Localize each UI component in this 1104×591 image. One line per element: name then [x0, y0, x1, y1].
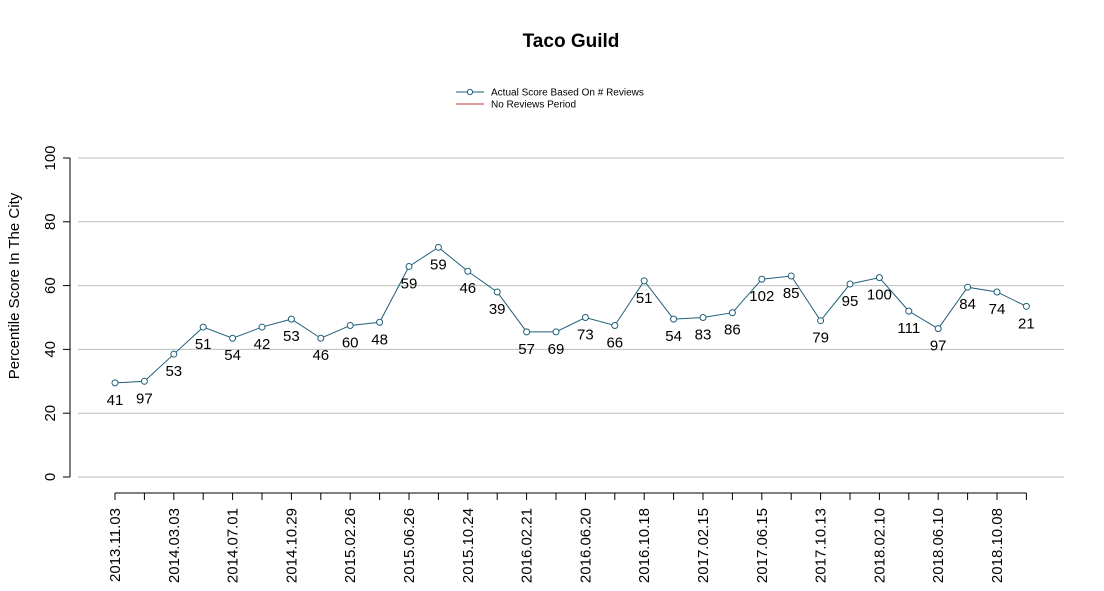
data-point: [670, 315, 678, 323]
x-tick-label: 2016.10.18: [636, 508, 653, 583]
data-point: [1022, 302, 1030, 310]
x-tick-label: 2017.06.15: [754, 508, 771, 583]
data-point: [317, 334, 325, 342]
x-tick-label: 2017.02.15: [695, 508, 712, 583]
data-label: 57: [518, 341, 535, 358]
data-point: [434, 243, 442, 251]
data-label: 42: [254, 336, 271, 353]
data-label: 46: [459, 280, 476, 297]
data-point: [523, 328, 531, 336]
data-label: 46: [312, 347, 329, 364]
data-label: 69: [548, 341, 565, 358]
data-point: [493, 288, 501, 296]
data-point: [464, 267, 472, 275]
y-tick-label: 100: [42, 145, 59, 170]
gridlines: [78, 157, 1064, 478]
x-tick-label: 2016.02.21: [519, 508, 536, 583]
x-tick-label: 2016.06.20: [577, 508, 594, 583]
data-label: 53: [165, 363, 182, 380]
data-label: 95: [842, 293, 859, 310]
x-tick-label: 2013.11.03: [107, 508, 124, 582]
data-point: [405, 262, 413, 270]
data-label: 111: [897, 320, 920, 337]
legend: Actual Score Based On # Reviews No Revie…: [456, 88, 644, 111]
x-tick-label: 2014.03.03: [166, 508, 183, 583]
data-point: [875, 274, 883, 282]
y-axis: 0 20 40 60 80 100: [42, 145, 71, 481]
data-label: 73: [577, 327, 594, 344]
data-point: [229, 334, 237, 342]
data-label: 86: [724, 322, 741, 339]
legend-marker-actual: [466, 88, 474, 96]
data-point: [170, 350, 178, 358]
y-tick-label: 80: [42, 213, 59, 230]
data-point: [346, 321, 354, 329]
data-label: 102: [749, 288, 774, 305]
x-tick-label: 2015.06.26: [401, 508, 418, 583]
data-label: 83: [695, 327, 712, 344]
x-tick-label: 2014.10.29: [283, 508, 300, 583]
data-point: [846, 280, 854, 288]
data-label: 48: [371, 331, 388, 348]
data-label: 41: [107, 392, 124, 409]
x-tick-label: 2015.02.26: [342, 508, 359, 583]
y-tick-label: 60: [42, 277, 59, 294]
data-point: [699, 314, 707, 321]
data-point: [934, 325, 942, 333]
x-tick-label: 2014.07.01: [225, 508, 242, 583]
data-point: [728, 309, 736, 317]
data-labels: 41 97 53 51 54 42 53 46 60 48 59 59 46 39 57 69 73 66 51 54…: [107, 256, 1035, 409]
data-label: 53: [283, 328, 300, 345]
data-point: [964, 283, 972, 291]
data-label: 39: [489, 301, 506, 318]
data-label: 60: [342, 334, 359, 351]
data-label: 97: [930, 338, 947, 355]
data-point: [905, 307, 913, 315]
data-label: 54: [224, 347, 241, 364]
legend-label-no-reviews: No Reviews Period: [491, 100, 576, 111]
data-point: [758, 275, 766, 283]
data-label: 59: [430, 256, 447, 273]
data-point: [581, 314, 589, 321]
data-label: 79: [812, 330, 829, 347]
data-label: 97: [136, 390, 153, 407]
data-point: [140, 377, 148, 385]
x-tick-label: 2017.10.13: [813, 508, 830, 583]
series-line: [114, 246, 1027, 384]
y-tick-label: 0: [42, 473, 59, 481]
data-point: [199, 323, 207, 331]
data-label: 66: [606, 334, 623, 351]
chart-title: Taco Guild: [523, 31, 620, 52]
data-point: [376, 318, 384, 326]
data-label: 54: [665, 328, 682, 345]
data-point: [817, 317, 825, 325]
data-label: 51: [195, 336, 212, 353]
y-tick-label: 40: [42, 341, 59, 358]
data-label: 74: [989, 301, 1006, 318]
x-tick-label: 2018.10.08: [989, 508, 1006, 583]
data-point: [993, 288, 1001, 296]
series-actual-score: [111, 243, 1030, 387]
x-tick-label: 2015.10.24: [460, 508, 477, 583]
x-axis: 2013.11.03 2014.03.03 2014.07.01 2014.10.29…: [107, 492, 1027, 583]
data-point: [258, 323, 266, 331]
y-tick-label: 20: [42, 405, 59, 422]
data-point: [287, 315, 295, 323]
data-label: 85: [783, 285, 800, 302]
data-label: 21: [1018, 315, 1035, 332]
data-point: [640, 277, 648, 285]
data-point: [552, 328, 560, 336]
data-label: 100: [867, 287, 892, 304]
data-point: [787, 272, 795, 280]
legend-label-actual: Actual Score Based On # Reviews: [491, 88, 644, 99]
data-label: 51: [636, 290, 653, 307]
data-label: 59: [401, 275, 418, 292]
data-label: 84: [959, 296, 976, 313]
x-tick-label: 2018.02.10: [871, 508, 888, 583]
data-point: [611, 321, 619, 329]
data-point: [111, 379, 119, 387]
y-axis-label: Percentile Score In The City: [6, 192, 23, 379]
x-tick-label: 2018.06.10: [930, 508, 947, 583]
